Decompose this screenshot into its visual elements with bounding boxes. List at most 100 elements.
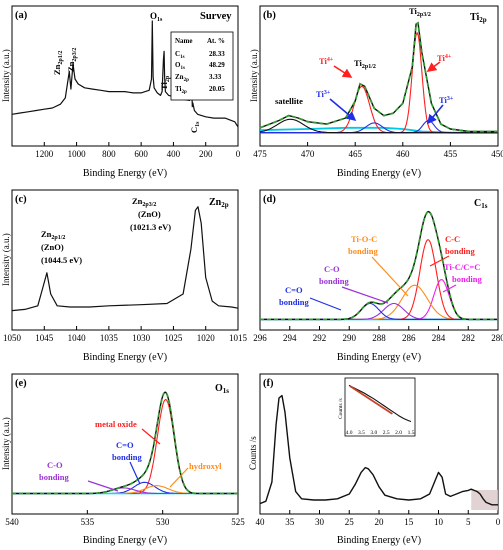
panel-e-title: O1s <box>215 383 229 395</box>
x-tick-label: 1200 <box>35 149 54 159</box>
x-tick-label: 25 <box>345 517 355 527</box>
x-tick-label: 1020 <box>197 333 216 343</box>
x-tick-label: 1045 <box>35 333 54 343</box>
envelope-line <box>260 210 498 321</box>
inset-frame <box>344 377 416 437</box>
annot-tioc-bonding: bonding <box>348 246 379 256</box>
x-tick-label: 1035 <box>100 333 119 343</box>
annot-ti2p: Ti2p <box>159 75 171 90</box>
table-cell-name: Ti2p <box>175 85 187 95</box>
annot-ti3-right: Ti3+ <box>439 95 454 105</box>
x-tick-label: 15 <box>404 517 414 527</box>
panel-f: 40 35 30 25 20 15 10 5 0 (f) Counts /s Binding E… <box>248 373 501 546</box>
panel-f-xlabel: Binding Energy (eV) <box>337 535 421 546</box>
annot-zn2p32-c-zno: (ZnO) <box>138 209 161 219</box>
panel-b-ticks: 475 470 465 460 455 450 <box>253 142 503 159</box>
panel-a-ylabel: Intensity (a.u.) <box>1 49 11 102</box>
x-tick-label: 540 <box>5 517 19 527</box>
x-tick-label: 400 <box>167 149 181 159</box>
x-tick-label: 284 <box>432 333 446 343</box>
inset-ylabel: Counts /s <box>338 398 344 419</box>
annot-satellite: satellite <box>275 96 303 106</box>
panel-f-ylabel: Counts /s <box>248 436 258 470</box>
panel-d-xlabel: Binding Energy (eV) <box>337 352 421 363</box>
x-tick-label: 282 <box>462 333 476 343</box>
x-tick-label: 292 <box>313 333 327 343</box>
panel-c-label: (c) <box>15 194 27 205</box>
x-tick-label: 294 <box>283 333 297 343</box>
annot-tioc: Ti-O-C <box>351 234 377 244</box>
annot-ti2p32: Ti2p3/2 <box>409 6 431 18</box>
arrow-metal-oxide <box>141 428 161 445</box>
arrow-hydroxyl <box>169 467 189 488</box>
annot-cc: C-C <box>445 234 460 244</box>
x-tick-label: 460 <box>396 149 410 159</box>
annot-tic: Ti-C/C=C <box>444 262 480 272</box>
x-tick-label: 35 <box>285 517 295 527</box>
x-tick-label: 800 <box>102 149 116 159</box>
envelope-line <box>12 391 238 495</box>
annot-ti3-left: Ti3+ <box>316 89 331 99</box>
inset-data-line <box>348 384 412 423</box>
annot-c-eq-o: C=O <box>285 285 303 295</box>
annot-metal-oxide: metal oxide <box>95 419 137 429</box>
panel-e-label: (e) <box>15 378 27 389</box>
table-header-name: Name <box>175 37 193 45</box>
x-tick-label: 1015 <box>229 333 248 343</box>
x-tick-label: 450 <box>491 149 503 159</box>
annot-tic-bonding: bonding <box>452 274 483 284</box>
x-tick-label: 20 <box>375 517 385 527</box>
inset-fit-line <box>349 385 393 415</box>
panel-d-title: C1s <box>474 198 488 210</box>
arrow-co-e <box>87 480 119 492</box>
annot-zn2p32-c-ev: (1021.3 eV) <box>130 222 171 232</box>
panel-c: 1050 1045 1040 1035 1030 1025 1020 1015 (c) Zn2… <box>1 189 248 363</box>
data-line <box>259 22 498 133</box>
annot-hydroxyl: hydroxyl <box>189 461 222 471</box>
panel-d-plot <box>260 210 498 321</box>
panel-b-xlabel: Binding Energy (eV) <box>337 168 421 179</box>
panel-d-frame <box>259 189 499 331</box>
panel-c-ylabel: Intensity (a.u.) <box>1 233 11 286</box>
arrow-co <box>341 286 389 304</box>
x-tick-label: 40 <box>256 517 266 527</box>
panel-c-plot <box>11 206 239 312</box>
inset-x-tick-label: 4.0 <box>346 430 353 436</box>
x-tick-label: 535 <box>81 517 95 527</box>
table-row: C1s 28.33 <box>175 50 225 60</box>
table-row: Ti2p 20.05 <box>175 85 225 95</box>
annot-zn2p12-c: Zn2p1/2 <box>41 229 65 241</box>
x-tick-label: 465 <box>348 149 362 159</box>
table-row: Zn2p 3.33 <box>175 73 222 83</box>
x-tick-label: 30 <box>315 517 325 527</box>
annot-co-e-bonding: bonding <box>39 472 70 482</box>
fit-component-purple <box>12 487 237 495</box>
panel-b-title: Ti2p <box>470 12 487 24</box>
arrow-tioc <box>371 256 409 297</box>
panel-d-label: (d) <box>263 194 276 205</box>
table-cell-name: Zn2p <box>175 73 189 83</box>
panel-e: 540 535 530 525 (e) O1s Intensity (a.u.) Bi… <box>1 373 245 546</box>
panel-d: 296 294 292 290 288 286 284 282 280 (d) C1s Bind… <box>253 189 503 363</box>
annot-ceqo-e-bonding: bonding <box>112 452 143 462</box>
panel-e-ylabel: Intensity (a.u.) <box>1 417 11 470</box>
annot-ti4-left: Ti4+ <box>319 56 334 66</box>
x-tick-label: 10 <box>434 517 444 527</box>
x-tick-label: 288 <box>372 333 386 343</box>
panel-f-ticks: 40 35 30 25 20 15 10 5 0 <box>256 510 501 527</box>
annot-co-d-bonding: bonding <box>319 276 350 286</box>
panel-a-label: (a) <box>15 10 28 21</box>
annot-zn2p12-c-zno: (ZnO) <box>41 242 64 252</box>
table-cell-value: 48.29 <box>209 61 225 69</box>
inset-x-tick-label: 3.5 <box>358 430 365 436</box>
arrow-ti4-right <box>426 61 441 72</box>
annot-ceqo-e: C=O <box>116 440 134 450</box>
arrow-tic <box>442 284 457 293</box>
x-tick-label: 290 <box>343 333 357 343</box>
x-tick-label: 1025 <box>164 333 183 343</box>
table-box <box>170 31 234 101</box>
inset-x-tick-label: 2.0 <box>395 430 402 436</box>
panel-c-xlabel: Binding Energy (eV) <box>83 352 167 363</box>
arrow-ti3-left <box>329 98 357 122</box>
